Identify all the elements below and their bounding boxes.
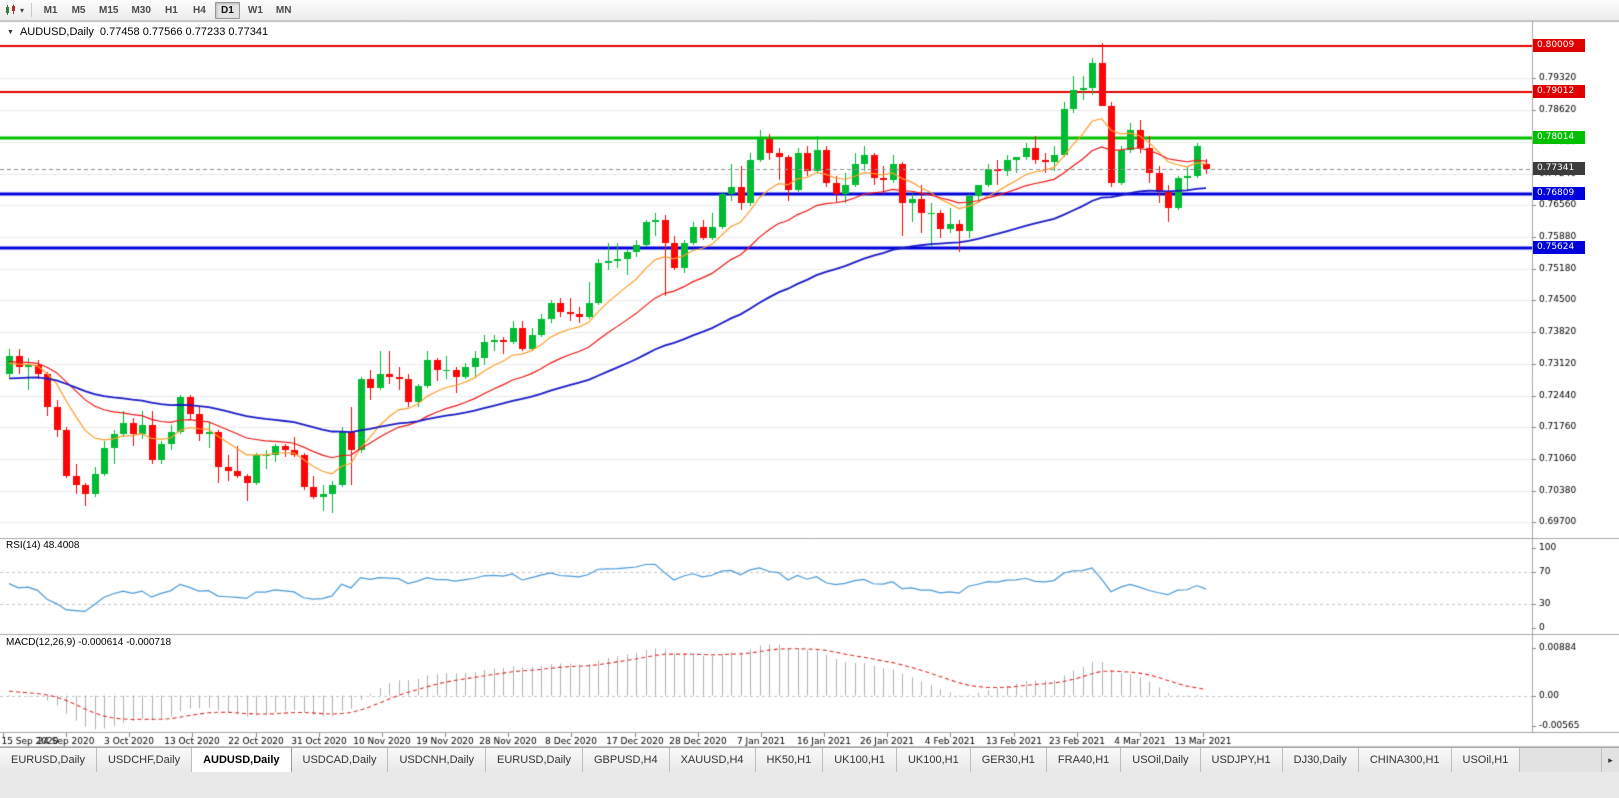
tab-scroll-right-icon[interactable]: ▸ xyxy=(1601,748,1619,772)
chart-tab[interactable]: FRA40,H1 xyxy=(1046,748,1122,772)
chart-symbol-period: AUDUSD,Daily xyxy=(19,26,94,38)
timeframe-button-h1[interactable]: H1 xyxy=(159,2,184,19)
timeframe-button-mn[interactable]: MN xyxy=(271,2,297,19)
chart-tab[interactable]: USDCNH,Daily xyxy=(388,748,487,772)
timeframe-button-m15[interactable]: M15 xyxy=(94,2,123,19)
macd-label: MACD(12,26,9) -0.000614 -0.000718 xyxy=(6,637,172,648)
chart-tab[interactable]: HK50,H1 xyxy=(755,748,824,772)
chart-tab[interactable]: GBPUSD,H4 xyxy=(583,748,670,772)
timeframe-button-m1[interactable]: M1 xyxy=(38,2,63,19)
chart-tabs-bar: EURUSD,Daily USDCHF,Daily AUDUSD,Daily U… xyxy=(0,747,1619,772)
chart-title: ▼ AUDUSD,Daily 0.77458 0.77566 0.77233 0… xyxy=(7,26,268,38)
status-area xyxy=(0,772,1619,798)
hline-price-badge[interactable]: 0.78014 xyxy=(1533,131,1585,144)
chart-tab[interactable]: XAUUSD,H4 xyxy=(669,748,756,772)
chart-tab[interactable]: DJ30,Daily xyxy=(1282,748,1359,772)
timeframe-button-d1[interactable]: D1 xyxy=(214,1,240,19)
chart-tab[interactable]: CHINA300,H1 xyxy=(1358,748,1452,772)
chart-tab[interactable]: UK100,H1 xyxy=(896,748,971,772)
chart-tab[interactable]: USOil,H1 xyxy=(1451,748,1521,772)
timeframe-button-m5[interactable]: M5 xyxy=(66,2,91,19)
chart-window: ▼ AUDUSD,Daily 0.77458 0.77566 0.77233 0… xyxy=(0,21,1619,747)
chart-ohlc-values: 0.77458 0.77566 0.77233 0.77341 xyxy=(99,26,269,38)
timeframe-button-m30[interactable]: M30 xyxy=(126,2,155,19)
chart-tab[interactable]: USDCHF,Daily xyxy=(96,748,193,772)
collapse-icon[interactable]: ▼ xyxy=(7,28,14,36)
chart-tab[interactable]: UK100,H1 xyxy=(823,748,897,772)
chart-type-icon[interactable] xyxy=(3,3,19,18)
hline-price-badge[interactable]: 0.76809 xyxy=(1533,187,1585,200)
chart-tab[interactable]: USDCAD,Daily xyxy=(291,748,389,772)
timeframe-toolbar: ▾ M1 M5 M15 M30 H1 H4 D1 W1 MN xyxy=(0,0,1619,21)
chart-type-dropdown-icon[interactable]: ▾ xyxy=(20,5,25,15)
rsi-label: RSI(14) 48.4008 xyxy=(6,540,80,551)
time-scale[interactable] xyxy=(0,732,1532,747)
hline-price-badge[interactable]: 0.79012 xyxy=(1533,85,1585,98)
timeframe-button-w1[interactable]: W1 xyxy=(243,2,268,19)
chart-tab[interactable]: USDJPY,H1 xyxy=(1200,748,1283,772)
price-chart-canvas[interactable] xyxy=(0,21,1619,747)
timeframe-button-h4[interactable]: H4 xyxy=(187,2,212,19)
chart-tab[interactable]: GER30,H1 xyxy=(970,748,1047,772)
chart-tab[interactable]: EURUSD,Daily xyxy=(0,748,97,772)
price-scale[interactable] xyxy=(1532,21,1619,732)
chart-tab[interactable]: USOil,Daily xyxy=(1121,748,1201,772)
chart-tab[interactable]: AUDUSD,Daily xyxy=(192,748,292,772)
toolbar-separator xyxy=(31,3,33,17)
hline-price-badge[interactable]: 0.75624 xyxy=(1533,241,1585,254)
chart-tab[interactable]: EURUSD,Daily xyxy=(486,748,583,772)
current-price-badge[interactable]: 0.77341 xyxy=(1533,162,1585,175)
hline-price-badge[interactable]: 0.80009 xyxy=(1533,39,1585,52)
